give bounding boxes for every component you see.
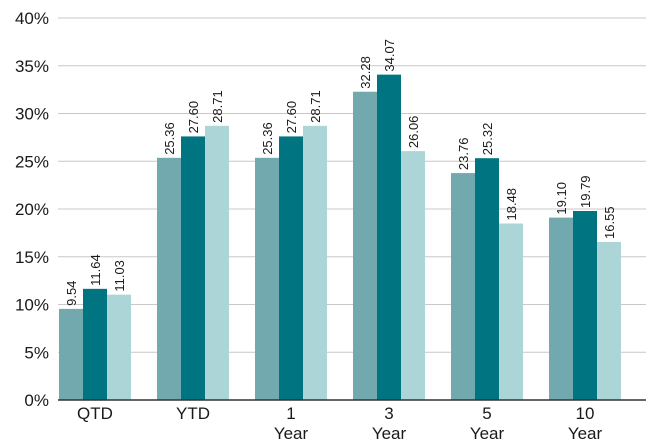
y-tick-label: 0% [24,391,49,410]
x-tick-label: Year [274,424,309,443]
x-tick-label: Year [470,424,505,443]
x-tick-label: Year [568,424,603,443]
bar [401,151,425,400]
y-tick-label: 15% [15,248,49,267]
y-tick-label: 35% [15,57,49,76]
data-label: 16.55 [602,206,617,239]
data-label: 26.06 [406,116,421,149]
bar [573,211,597,400]
data-label: 9.54 [64,281,79,306]
bar [377,74,401,400]
data-label: 32.28 [358,56,373,89]
data-label: 27.60 [284,101,299,134]
data-labels: 9.54 11.64 11.03 25.36 27.60 28.71 25.36 27.60 2… [64,39,617,306]
x-tick-label: 10 [576,404,595,423]
bar [499,223,523,400]
data-label: 23.76 [456,138,471,171]
bar [181,136,205,401]
data-label: 28.71 [308,90,323,123]
y-tick-label: 40% [15,9,49,28]
y-tick-label: 20% [15,200,49,219]
bar [205,125,229,400]
x-tick-label: Year [372,424,407,443]
x-tick-label: 1 [286,404,295,423]
data-label: 25.36 [162,122,177,155]
x-tick-label: YTD [176,404,210,423]
bar [475,158,499,400]
data-label: 27.60 [186,101,201,134]
data-label: 19.10 [554,182,569,215]
bar [279,136,303,401]
data-label: 28.71 [210,90,225,123]
y-tick-label: 10% [15,296,49,315]
data-label: 34.07 [382,39,397,72]
data-label: 11.64 [88,254,103,286]
bar [353,91,377,400]
bar [451,173,475,400]
data-label: 11.03 [112,260,127,292]
bar [303,125,327,400]
y-tick-label: 5% [24,343,49,362]
gridlines [58,17,646,353]
bar [255,157,279,400]
bar [157,157,181,400]
x-tick-label: 5 [482,404,491,423]
x-tick-label: QTD [77,404,113,423]
y-tick-label: 25% [15,152,49,171]
axes: 0%5%10%15%20%25%30%35%40%QTD YTD 1Year3Yea… [15,9,646,443]
bar [597,241,621,400]
data-label: 19.79 [578,175,593,208]
bar [549,217,573,400]
bars [59,74,621,401]
data-label: 25.32 [480,123,495,156]
y-tick-label: 30% [15,105,49,124]
bar [59,308,83,400]
data-label: 18.48 [504,188,519,221]
data-label: 25.36 [260,122,275,155]
x-tick-label: 3 [384,404,393,423]
bar [83,288,107,400]
bar [107,294,131,400]
